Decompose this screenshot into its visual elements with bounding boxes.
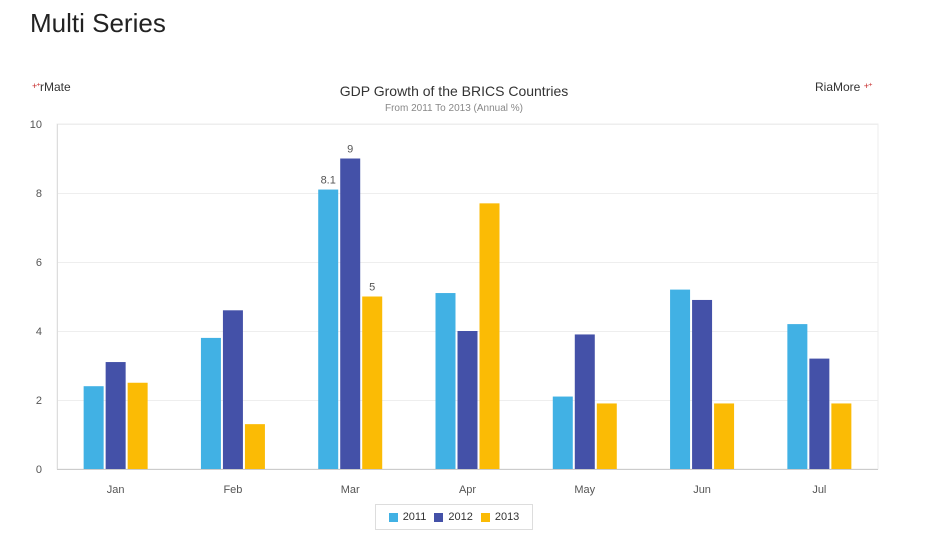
bar-2011-mar	[318, 189, 339, 470]
bar-2011-may	[552, 396, 573, 469]
bar-2013-feb	[244, 424, 265, 469]
data-label: 5	[369, 282, 375, 294]
bar-2012-feb	[222, 310, 243, 469]
bar-2013-mar	[362, 296, 383, 469]
legend-label: 2013	[494, 511, 520, 523]
data-label: 9	[347, 144, 353, 156]
bar-2013-jul	[831, 403, 852, 469]
bar-2011-jul	[787, 324, 808, 469]
y-tick-label: 10	[30, 119, 42, 131]
legend-label: 2011	[402, 511, 427, 523]
legend-swatch	[388, 512, 398, 522]
bar-2013-jan	[127, 382, 148, 469]
legend-swatch	[480, 512, 490, 522]
chart-title: GDP Growth of the BRICS Countries	[339, 83, 569, 99]
bar-2012-mar	[340, 158, 361, 469]
bar-2012-jul	[809, 358, 830, 469]
legend-label: 2012	[448, 511, 473, 523]
plus-icon: +⁺	[32, 81, 41, 91]
rmate-label: rMate	[40, 80, 71, 94]
bar-2012-jun	[692, 299, 713, 469]
bar-2011-jan	[83, 386, 104, 469]
legend-item-2012: 2012	[434, 511, 473, 523]
y-tick-label: 8	[36, 188, 42, 200]
data-label: 8.1	[321, 175, 336, 187]
chart-legend: 2011 2012 2013	[375, 504, 533, 530]
x-tick-label: Apr	[459, 484, 476, 496]
riamore-logo: RiaMore +⁺	[815, 80, 873, 94]
legend-swatch	[434, 512, 444, 522]
bar-2013-jun	[714, 403, 735, 469]
bar-2011-feb	[200, 337, 221, 469]
y-tick-label: 2	[36, 395, 42, 407]
y-tick-label: 0	[36, 464, 42, 476]
page-title: Multi Series	[30, 8, 166, 38]
x-tick-label: Mar	[341, 484, 360, 496]
x-tick-label: Jan	[107, 484, 125, 496]
plus-icon: +⁺	[863, 81, 873, 91]
x-tick-label: Jun	[693, 484, 711, 496]
bar-2012-apr	[457, 331, 478, 469]
riamore-label: RiaMore	[815, 80, 861, 94]
y-tick-label: 4	[36, 326, 42, 338]
x-tick-label: Jul	[812, 484, 826, 496]
y-tick-label: 6	[36, 257, 42, 269]
rmate-logo: +⁺rMate	[32, 80, 71, 94]
bar-2012-may	[574, 334, 595, 469]
legend-item-2013: 2013	[480, 511, 520, 523]
chart-subtitle: From 2011 To 2013 (Annual %)	[384, 103, 524, 114]
bar-2013-may	[596, 403, 617, 469]
legend-item-2011: 2011	[388, 511, 427, 523]
bar-2011-apr	[435, 293, 456, 469]
x-tick-label: May	[574, 484, 595, 496]
bar-2011-jun	[670, 289, 691, 469]
bar-2013-apr	[479, 203, 500, 469]
bar-2012-jan	[105, 362, 126, 469]
x-tick-label: Feb	[223, 484, 242, 496]
